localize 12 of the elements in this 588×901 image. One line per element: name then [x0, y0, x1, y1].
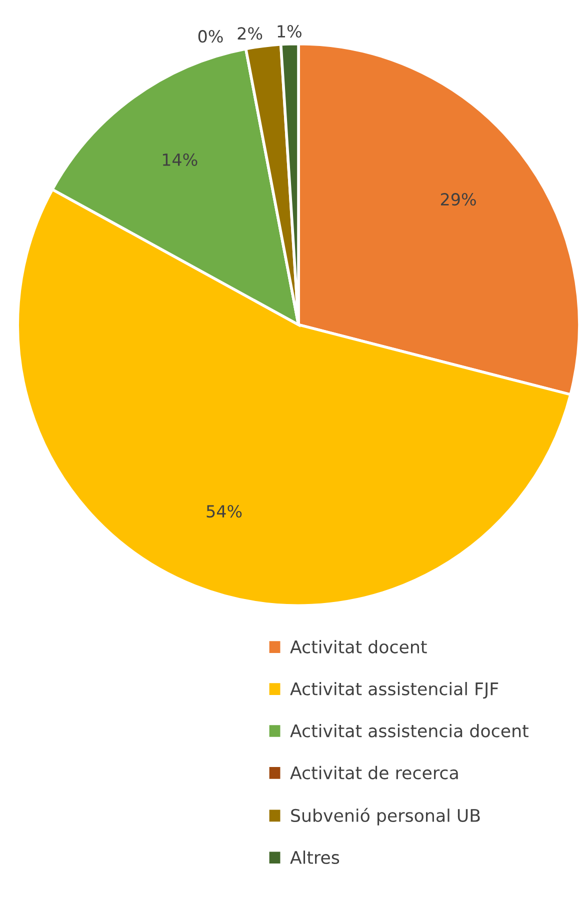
legend-label: Altres	[290, 850, 340, 864]
data-label: 14%	[162, 153, 198, 166]
data-label: 29%	[440, 193, 476, 206]
data-label: 1%	[278, 24, 302, 38]
legend-label: Subvenió personal UB	[291, 808, 480, 826]
data-label: 2%	[238, 27, 262, 40]
legend-label: Activitat de recerca	[290, 766, 458, 780]
text: 0%	[198, 30, 223, 43]
legend-label: Activitat assistencia docent	[290, 724, 528, 738]
legend-label: Activitat assistencial FJF	[290, 682, 498, 699]
data-label: 54%	[206, 505, 242, 518]
legend-label: Activitat docent	[290, 640, 427, 654]
